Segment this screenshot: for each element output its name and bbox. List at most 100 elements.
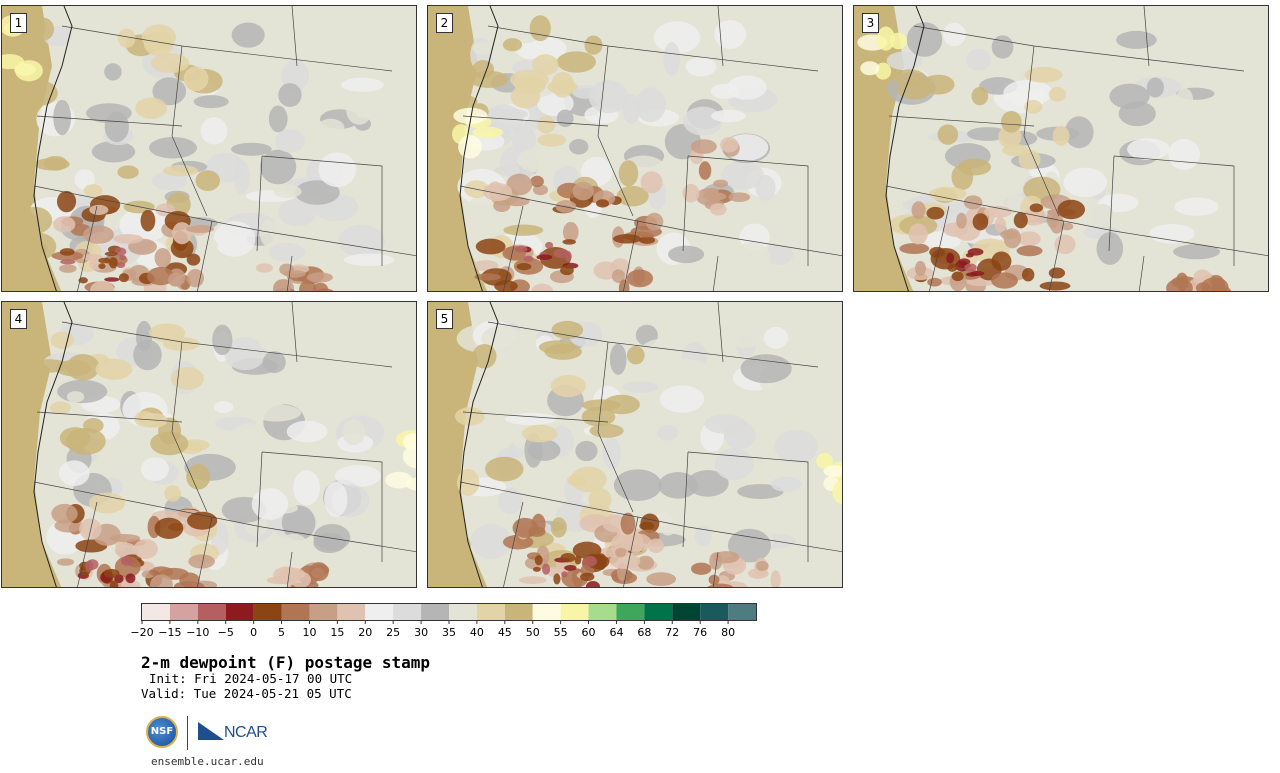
dewpoint-region [91, 140, 136, 163]
panel-number-5: 5 [436, 309, 453, 329]
dewpoint-region [951, 164, 974, 191]
state-boundary [623, 220, 639, 291]
dry-region [186, 225, 215, 233]
map-5 [428, 302, 842, 587]
colorbar-swatch [728, 604, 756, 620]
init-time: Init: Fri 2024-05-17 00 UTC [149, 671, 353, 686]
dewpoint-region [149, 136, 197, 159]
state-boundary [597, 45, 634, 217]
state-boundary [717, 6, 724, 67]
dry-region [90, 280, 115, 291]
dry-region [1049, 212, 1064, 234]
dewpoint-region [544, 343, 582, 360]
state-boundary [1049, 220, 1065, 291]
dry-region [1054, 234, 1076, 255]
dry-region [306, 272, 333, 283]
state-boundary [503, 205, 524, 291]
state-boundary [197, 220, 213, 291]
panel-number-2: 2 [436, 13, 453, 33]
state-boundary [459, 185, 842, 257]
dewpoint-region [991, 35, 1014, 59]
dry-region [504, 196, 530, 207]
very-dry-region [514, 245, 528, 253]
dewpoint-region [183, 66, 209, 92]
dewpoint-region [1116, 30, 1157, 49]
map-panel-2: 2 [427, 5, 843, 292]
coastline [33, 6, 73, 291]
dewpoint-region [140, 457, 169, 482]
dry-region [494, 280, 518, 291]
colorbar-tick-label: 60 [581, 626, 596, 639]
very-dry-region [103, 568, 120, 578]
dry-region [647, 538, 665, 554]
dry-region [133, 539, 158, 559]
dewpoint-region [334, 465, 382, 488]
dewpoint-region [83, 418, 104, 433]
moist-region [860, 61, 880, 76]
colorbar-tick-label: 5 [278, 626, 286, 639]
state-boundary [291, 6, 298, 67]
dry-region [186, 268, 204, 288]
dewpoint-region [687, 470, 729, 497]
very-dry-region [958, 258, 971, 266]
state-boundary [682, 451, 689, 548]
dry-region [926, 206, 945, 220]
dewpoint-region [484, 456, 524, 482]
dry-region [690, 562, 712, 575]
moist-region [472, 126, 504, 139]
very-dry-region [560, 552, 576, 563]
state-boundary [33, 185, 416, 257]
dry-region [59, 264, 77, 273]
dewpoint-region [694, 525, 712, 547]
dry-region [620, 512, 636, 535]
dewpoint-region [150, 431, 189, 456]
dry-region [1060, 222, 1074, 231]
state-boundary [503, 501, 524, 587]
dewpoint-region [618, 160, 639, 187]
dewpoint-region [268, 242, 306, 262]
site-url: ensemble.ucar.edu [151, 755, 264, 768]
very-dry-region [965, 252, 974, 258]
dewpoint-region [886, 51, 923, 71]
valid-time: Valid: Tue 2024-05-21 05 UTC [141, 686, 352, 701]
dewpoint-region [1175, 88, 1194, 112]
panel-number-1: 1 [10, 13, 27, 33]
dewpoint-region [234, 51, 255, 71]
state-boundary [197, 516, 213, 587]
dewpoint-region [732, 242, 771, 278]
colorbar-swatch [169, 604, 198, 620]
dry-region [140, 209, 156, 232]
dewpoint-region [616, 185, 649, 207]
dewpoint-region [233, 160, 250, 195]
moist-region [403, 433, 416, 451]
dewpoint-region [567, 474, 587, 487]
very-dry-region [118, 273, 129, 283]
dewpoint-region [640, 338, 682, 367]
dry-region [482, 182, 513, 202]
dry-region [712, 551, 740, 564]
dewpoint-region [213, 401, 234, 414]
dry-region [720, 137, 739, 153]
dry-region [89, 204, 109, 215]
colorbar-tick-label: 40 [469, 626, 484, 639]
dewpoint-region [603, 394, 640, 415]
dewpoint-region [213, 221, 256, 257]
state-boundary [459, 481, 842, 553]
dry-region [991, 251, 1012, 271]
dewpoint-region [763, 326, 789, 349]
dry-region [1000, 229, 1019, 240]
dry-region [150, 574, 173, 587]
dewpoint-region [609, 343, 627, 375]
colorbar-tick-label: 76 [693, 626, 708, 639]
colorbar-tick-label: 0 [250, 626, 258, 639]
state-boundary [256, 155, 263, 252]
dry-region [639, 236, 656, 244]
dry-region [83, 225, 114, 244]
colorbar-swatch [560, 604, 589, 620]
ncar-logo: NCAR [224, 724, 268, 741]
dry-region [56, 558, 75, 566]
dry-region [956, 212, 967, 229]
dewpoint-region [276, 533, 310, 568]
dewpoint-region [589, 423, 624, 438]
colorbar-tick-label: 45 [497, 626, 512, 639]
